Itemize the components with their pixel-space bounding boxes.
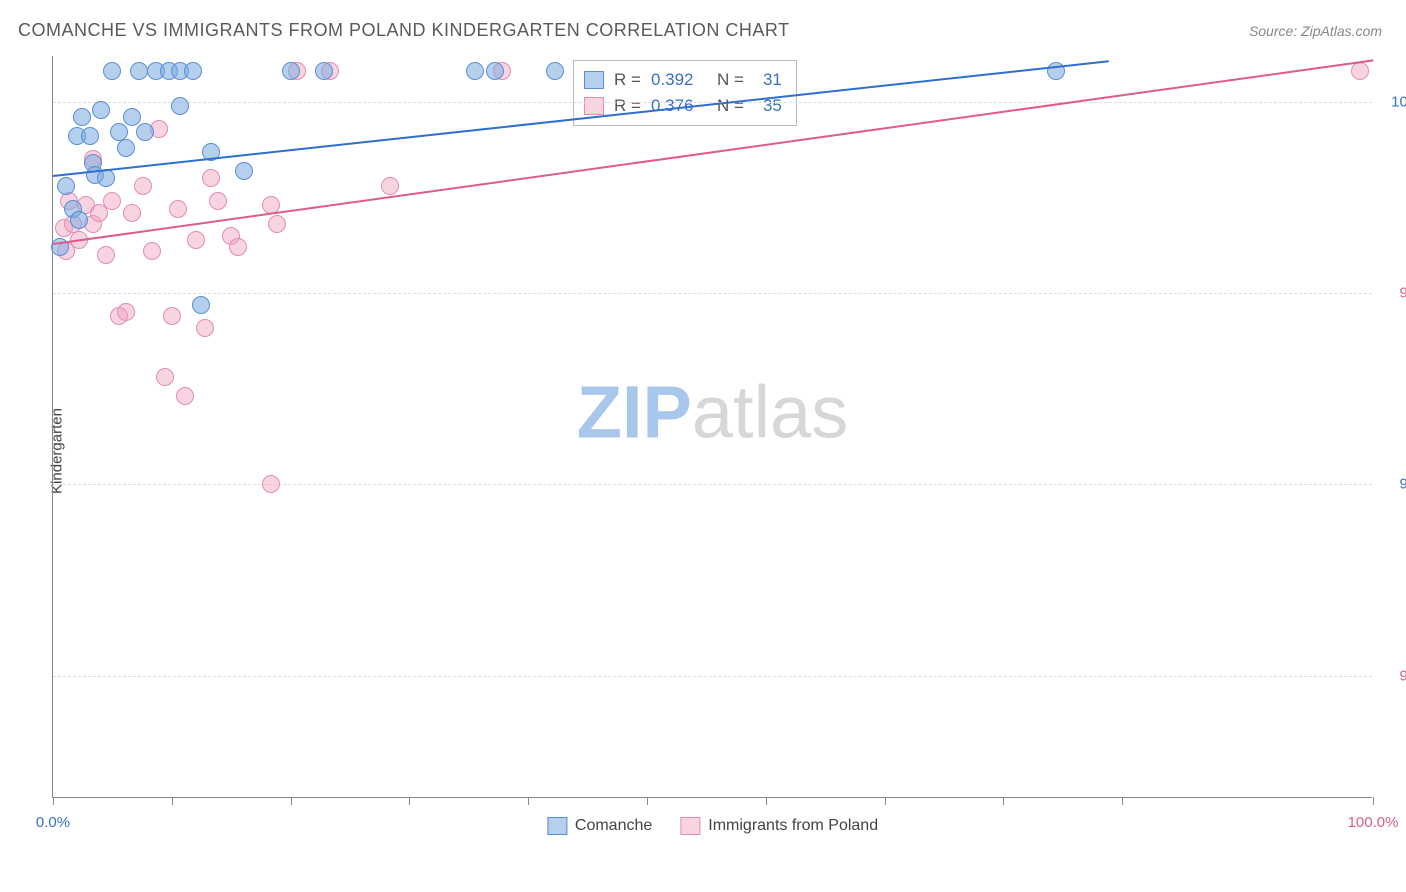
legend-label: Immigrants from Poland [708,817,878,835]
scatter-point-pink [97,246,115,264]
x-tick [53,797,54,805]
x-tick [1122,797,1123,805]
bottom-legend: Comanche Immigrants from Poland [547,817,878,835]
scatter-point-blue [315,62,333,80]
scatter-point-pink [229,238,247,256]
legend-item: Comanche [547,817,652,835]
x-tick [1373,797,1374,805]
scatter-point-pink [103,192,121,210]
scatter-point-pink [268,215,286,233]
x-tick [1003,797,1004,805]
legend-swatch [584,71,604,89]
scatter-point-blue [192,296,210,314]
stat-n-label: N = [717,93,744,119]
chart-area: Kindergarten ZIPatlas R =0.392N =31R =0.… [18,56,1388,846]
legend-swatch [680,817,700,835]
x-tick-label: 100.0% [1348,814,1399,831]
scatter-point-pink [187,231,205,249]
scatter-point-pink [163,307,181,325]
scatter-point-blue [171,97,189,115]
scatter-point-pink [123,204,141,222]
scatter-point-blue [57,177,75,195]
scatter-point-pink [169,200,187,218]
scatter-point-blue [103,62,121,80]
scatter-point-pink [202,169,220,187]
scatter-point-pink [209,192,227,210]
gridline [53,484,1372,485]
source-label: Source: ZipAtlas.com [1249,23,1382,39]
scatter-point-blue [123,108,141,126]
watermark-atlas: atlas [692,370,848,453]
x-tick [885,797,886,805]
legend-label: Comanche [575,817,652,835]
x-tick [528,797,529,805]
scatter-point-blue [117,139,135,157]
y-tick-label: 100.0% [1382,93,1406,110]
scatter-point-blue [92,101,110,119]
scatter-point-blue [130,62,148,80]
scatter-point-pink [117,303,135,321]
scatter-point-blue [73,108,91,126]
watermark: ZIPatlas [577,369,848,454]
legend-swatch [547,817,567,835]
scatter-point-blue [235,162,253,180]
scatter-point-blue [81,127,99,145]
scatter-point-pink [176,387,194,405]
scatter-point-blue [70,211,88,229]
watermark-zip: ZIP [577,370,692,453]
x-tick [172,797,173,805]
scatter-point-blue [184,62,202,80]
y-tick-label: 92.5% [1382,667,1406,684]
scatter-point-blue [546,62,564,80]
plot-region: ZIPatlas R =0.392N =31R =0.376N =35 Coma… [52,56,1372,798]
scatter-point-pink [381,177,399,195]
scatter-point-blue [282,62,300,80]
stats-row: R = 0.392 N = 31 [584,67,782,93]
x-tick [409,797,410,805]
scatter-point-pink [262,475,280,493]
stat-r-value: 0.392 [651,67,707,93]
scatter-point-pink [196,319,214,337]
scatter-point-blue [136,123,154,141]
x-tick-label: 0.0% [36,814,70,831]
scatter-point-pink [134,177,152,195]
gridline [53,293,1372,294]
stat-r-label: R = [614,67,641,93]
chart-title: COMANCHE VS IMMIGRANTS FROM POLAND KINDE… [18,20,790,41]
scatter-point-blue [486,62,504,80]
scatter-point-pink [156,368,174,386]
scatter-point-pink [1351,62,1369,80]
scatter-point-blue [466,62,484,80]
scatter-point-pink [143,242,161,260]
legend-swatch [584,97,604,115]
stat-n-value: 31 [754,67,782,93]
x-tick [291,797,292,805]
gridline [53,676,1372,677]
x-tick [647,797,648,805]
x-tick [766,797,767,805]
y-tick-label: 97.5% [1382,285,1406,302]
scatter-point-blue [97,169,115,187]
stat-n-label: N = [717,67,744,93]
y-tick-label: 95.0% [1382,476,1406,493]
legend-item: Immigrants from Poland [680,817,878,835]
